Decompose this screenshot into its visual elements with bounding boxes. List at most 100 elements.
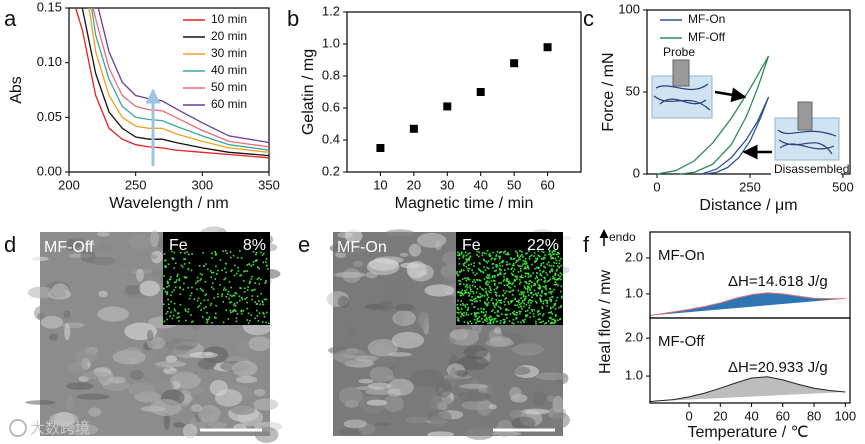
data-point [443, 102, 452, 111]
eds-dot [221, 269, 224, 272]
eds-dot [463, 283, 465, 286]
eds-dot [256, 266, 259, 268]
eds-dot [519, 250, 521, 252]
eds-dot [251, 289, 253, 292]
eds-dot [482, 307, 485, 310]
eds-dot [476, 272, 478, 275]
eds-dot [484, 269, 487, 271]
sem-texture [547, 395, 555, 402]
eds-dot [550, 257, 553, 260]
sem-texture [358, 378, 374, 384]
eds-dot [474, 274, 476, 276]
eds-dot [525, 262, 528, 265]
eds-dot [464, 289, 466, 292]
eds-dot [525, 304, 528, 306]
eds-dot [496, 264, 498, 266]
eds-dot [260, 293, 262, 295]
eds-dot [243, 270, 245, 273]
data-line [92, 7, 270, 148]
eds-dot [527, 276, 530, 278]
sem-texture [429, 395, 453, 411]
eds-dot [476, 250, 478, 253]
eds-dot [458, 271, 461, 273]
eds-dot [536, 266, 538, 269]
eds-dot [524, 260, 526, 262]
eds-dot [173, 267, 175, 269]
eds-dot [462, 256, 464, 259]
sem-texture [457, 390, 491, 402]
sem-texture [352, 260, 364, 267]
eds-dot [461, 289, 464, 292]
eds-dot [267, 268, 269, 270]
eds-dot [488, 281, 490, 284]
eds-dot [513, 278, 516, 281]
eds-dot [214, 278, 217, 280]
eds-dot [251, 275, 253, 278]
eds-dot [219, 283, 221, 286]
eds-dot [495, 304, 497, 306]
eds-dot [558, 266, 561, 269]
eds-dot [459, 294, 462, 297]
y-tick-label: 0.10 [37, 54, 62, 69]
eds-dot [535, 260, 538, 262]
eds-dot [501, 264, 504, 267]
eds-dot [216, 273, 218, 275]
eds-dot [484, 319, 486, 322]
x-tick-label: 250 [739, 179, 761, 194]
eds-dot [524, 286, 526, 289]
eds-dot [258, 267, 261, 270]
eds-dot [515, 261, 517, 264]
eds-dot [537, 254, 540, 257]
eds-dot [479, 299, 482, 302]
eds-dot [262, 252, 265, 255]
eds-dot [485, 316, 488, 319]
eds-dot [165, 266, 167, 269]
eds-dot [535, 257, 537, 260]
y-axis-label: Gelatin / mg [300, 49, 317, 135]
eds-dot [196, 299, 199, 302]
eds-dot [509, 291, 512, 293]
eds-dot [542, 262, 545, 264]
eds-dot [560, 290, 562, 293]
eds-dot [476, 254, 478, 256]
eds-dot [510, 300, 513, 302]
eds-dot [513, 313, 516, 316]
eds-dot [550, 269, 552, 271]
sem-texture [454, 369, 469, 377]
sem-texture [391, 331, 425, 349]
eds-dot [458, 252, 461, 255]
eds-dot [171, 257, 174, 259]
eds-dot [199, 287, 202, 290]
eds-dot [263, 313, 265, 315]
eds-dot [242, 309, 245, 312]
eds-dot [460, 304, 462, 306]
endo-label: endo [609, 230, 636, 244]
y-axis-label: Abs [8, 76, 25, 104]
eds-dot [473, 279, 475, 281]
eds-dot [473, 298, 475, 300]
eds-dot [551, 321, 554, 324]
sem-texture [67, 361, 89, 374]
eds-dot [474, 281, 476, 283]
eds-dot [244, 298, 246, 300]
data-point [409, 124, 418, 133]
eds-dot [495, 299, 498, 301]
eds-dot [512, 289, 514, 292]
eds-dot [492, 279, 495, 282]
eds-dot [248, 263, 250, 266]
eds-dot [458, 257, 461, 260]
eds-dot [462, 263, 465, 265]
eds-dot [541, 306, 544, 308]
eds-dot [179, 303, 182, 306]
eds-dot [239, 274, 241, 277]
eds-dot [478, 251, 480, 253]
eds-dot [521, 307, 523, 310]
eds-dot [541, 271, 544, 273]
probe-inset: Probe [651, 45, 713, 119]
eds-dot [512, 264, 515, 267]
eds-dot [491, 263, 494, 265]
eds-dot [231, 295, 233, 298]
eds-dot [165, 312, 168, 315]
eds-dot [240, 287, 242, 289]
y-tick-label: 0.15 [37, 0, 62, 14]
